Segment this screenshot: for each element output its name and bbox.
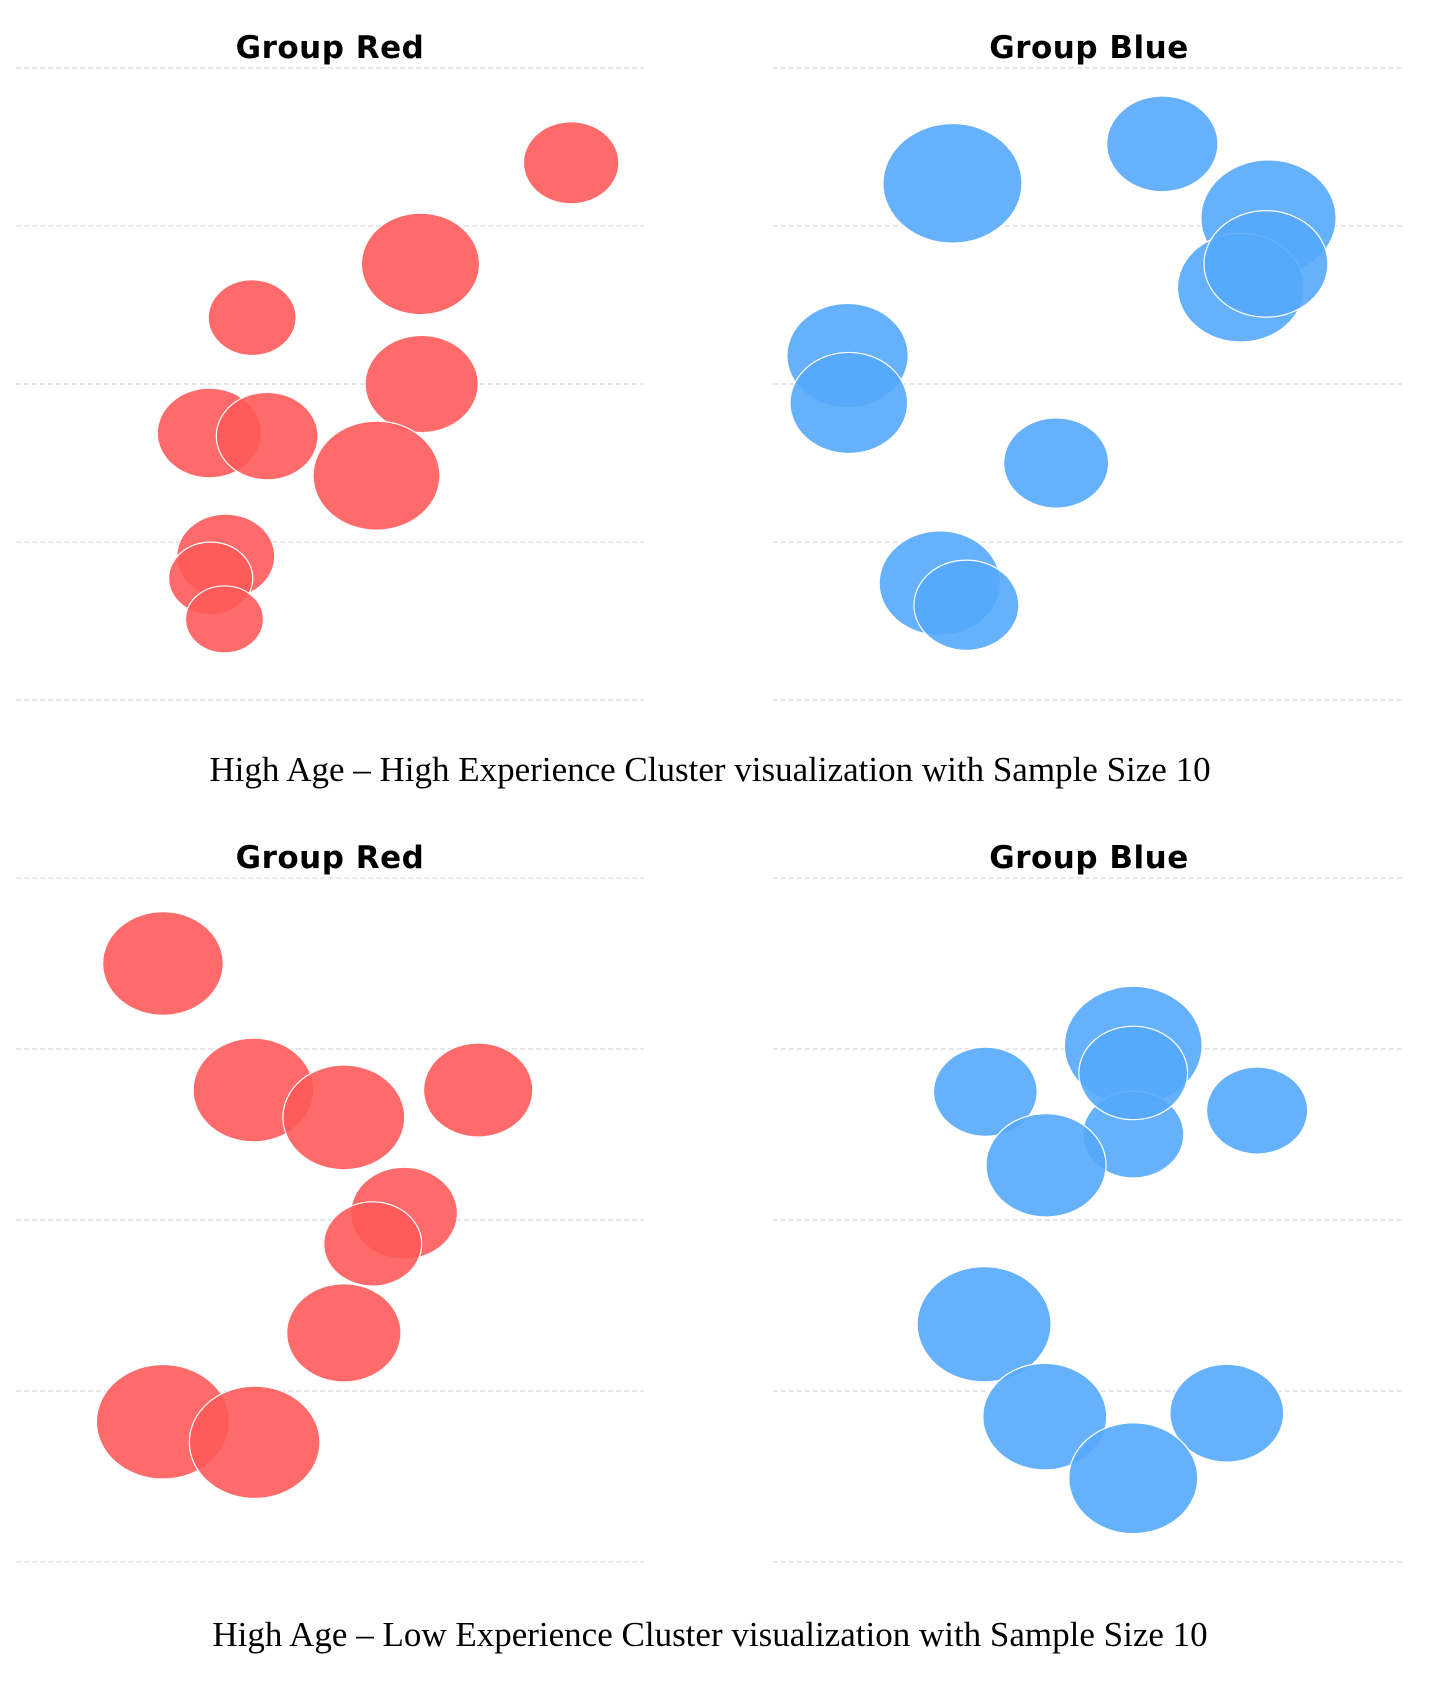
chart-title: Group Red bbox=[235, 30, 425, 66]
data-point bbox=[913, 559, 1020, 651]
scatter-plot bbox=[773, 67, 1405, 701]
data-point bbox=[1203, 210, 1329, 318]
scatter-plot bbox=[16, 877, 644, 1563]
data-point bbox=[982, 1362, 1108, 1471]
chart-title: Group Red bbox=[235, 840, 425, 876]
chart-title: Group Blue bbox=[989, 840, 1189, 876]
data-point bbox=[207, 279, 297, 357]
data-point bbox=[932, 1046, 1038, 1137]
chart-panel-bottom-left: Group Red bbox=[16, 834, 644, 1574]
data-point bbox=[312, 420, 441, 531]
data-point bbox=[1078, 1025, 1189, 1121]
figure-caption-2: High Age – Low Experience Cluster visual… bbox=[212, 1615, 1208, 1654]
chart-title: Group Blue bbox=[989, 30, 1189, 66]
data-point bbox=[364, 334, 479, 434]
data-point bbox=[1068, 1422, 1199, 1535]
data-point bbox=[422, 1042, 534, 1138]
data-point bbox=[286, 1283, 402, 1383]
chart-panel-top-right: Group Blue bbox=[773, 24, 1405, 704]
data-point bbox=[282, 1064, 406, 1171]
data-point bbox=[323, 1201, 423, 1287]
data-point bbox=[985, 1113, 1107, 1218]
data-point bbox=[1169, 1363, 1285, 1463]
figure-caption-1: High Age – High Experience Cluster visua… bbox=[209, 750, 1211, 789]
scatter-plot bbox=[16, 67, 644, 701]
data-point bbox=[184, 585, 265, 654]
chart-panel-top-left: Group Red bbox=[16, 24, 644, 704]
data-point bbox=[789, 351, 909, 455]
data-point bbox=[102, 911, 224, 1016]
data-point bbox=[215, 391, 319, 481]
data-point bbox=[188, 1385, 321, 1500]
data-point bbox=[1205, 1066, 1309, 1155]
data-point bbox=[522, 121, 620, 205]
data-point bbox=[916, 1266, 1052, 1383]
scatter-plot bbox=[773, 877, 1405, 1563]
data-point bbox=[1003, 417, 1110, 509]
chart-panel-bottom-right: Group Blue bbox=[773, 834, 1405, 1574]
data-point bbox=[360, 212, 481, 316]
data-point bbox=[882, 122, 1023, 244]
data-point bbox=[1106, 95, 1219, 193]
